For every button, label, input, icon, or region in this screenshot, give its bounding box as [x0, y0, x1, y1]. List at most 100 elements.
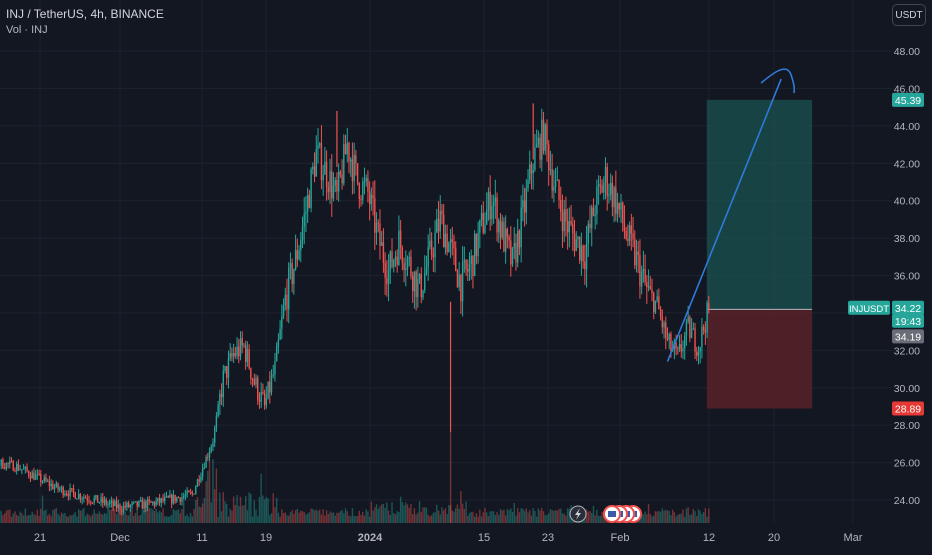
candle-body: [381, 242, 382, 246]
volume-bar: [696, 516, 697, 523]
volume-bar: [648, 504, 649, 523]
volume-bar: [693, 509, 694, 523]
volume-bar: [708, 509, 709, 523]
candle-body: [107, 504, 108, 505]
candle-body: [403, 263, 404, 270]
volume-bar: [427, 515, 428, 523]
volume-bar: [653, 516, 654, 523]
candle-body: [38, 474, 39, 475]
volume-bar: [514, 503, 515, 523]
volume-bar: [529, 510, 530, 523]
price-tick: 26.00: [894, 458, 920, 470]
volume-bar: [314, 510, 315, 523]
candle-body: [135, 501, 136, 502]
candle-body: [422, 290, 423, 297]
entry-price-label: 34.19: [895, 331, 921, 343]
candle-body: [582, 246, 583, 262]
volume-bar: [545, 515, 546, 523]
stop-price-label: 28.89: [895, 404, 921, 416]
volume-bar: [126, 515, 127, 523]
volume-bar: [104, 513, 105, 523]
candle-body: [622, 202, 623, 223]
volume-bar: [705, 508, 706, 523]
candle-body: [409, 257, 410, 259]
candle-body: [181, 497, 182, 502]
candle-body: [310, 169, 311, 208]
symbol-title[interactable]: INJ / TetherUS, 4h, BINANCE: [6, 6, 164, 22]
candle-body: [350, 159, 351, 161]
candle-body: [207, 457, 208, 458]
candle-body: [42, 481, 43, 482]
candle-body: [438, 219, 439, 232]
volume-bar: [229, 509, 230, 523]
volume-bar: [440, 515, 441, 523]
volume-bar: [316, 510, 317, 523]
candle-body: [264, 393, 265, 405]
volume-bar: [601, 512, 602, 523]
volume-bar: [522, 509, 523, 523]
volume-bar: [23, 516, 24, 523]
candle-body: [130, 505, 131, 507]
volume-bar: [538, 508, 539, 523]
candle-body: [632, 233, 633, 239]
volume-bar: [469, 513, 470, 523]
candle-body: [462, 263, 463, 302]
currency-button[interactable]: USDT: [892, 4, 926, 26]
candle-body: [500, 220, 501, 237]
volume-bar: [223, 492, 224, 523]
candle-body: [474, 234, 475, 276]
candle-body: [524, 200, 525, 212]
candle-body: [6, 463, 7, 468]
candle-body: [359, 183, 360, 199]
stop-zone[interactable]: [707, 309, 812, 408]
volume-bar: [433, 513, 434, 523]
volume-bar: [38, 516, 39, 523]
volume-bar: [183, 497, 184, 523]
volume-bar: [162, 508, 163, 523]
volume-bar: [551, 510, 552, 523]
candle-body: [615, 188, 616, 214]
volume-bar: [219, 493, 220, 523]
candles: [0, 103, 710, 515]
volume-bar: [307, 514, 308, 523]
volume-bar: [92, 514, 93, 523]
volume-bar: [593, 506, 594, 523]
candle-body: [440, 211, 441, 232]
candle-body: [660, 309, 661, 316]
volume-bar: [340, 511, 341, 523]
candle-body: [541, 120, 542, 160]
candle-body: [247, 349, 248, 362]
volume-bar: [700, 511, 701, 523]
candle-body: [188, 491, 189, 492]
volume-legend[interactable]: Vol · INJ: [6, 22, 164, 38]
candle-body: [193, 494, 194, 495]
volume-bar: [291, 510, 292, 523]
candle-body: [209, 452, 210, 457]
candle-body: [343, 144, 344, 183]
volume-bar: [662, 508, 663, 523]
volume-bar: [78, 509, 79, 523]
candle-body: [319, 143, 320, 145]
candle-body: [419, 274, 420, 279]
volume-bar: [214, 489, 215, 523]
volume-bar: [137, 510, 138, 523]
candle-body: [553, 187, 554, 191]
candle-body: [266, 398, 267, 405]
candle-body: [569, 221, 570, 232]
candle-body: [598, 184, 599, 186]
volume-bar: [57, 514, 58, 523]
volume-bar: [178, 509, 179, 523]
volume-bar: [409, 508, 410, 523]
volume-bar: [502, 511, 503, 523]
candle-body: [64, 494, 65, 495]
candle-body: [176, 497, 177, 501]
volume-bar: [672, 510, 673, 523]
volume-bar: [355, 516, 356, 523]
candle-body: [455, 248, 456, 271]
candle-body: [543, 120, 544, 151]
candle-body: [538, 138, 539, 145]
volume-bar: [140, 515, 141, 523]
candle-body: [309, 195, 310, 208]
